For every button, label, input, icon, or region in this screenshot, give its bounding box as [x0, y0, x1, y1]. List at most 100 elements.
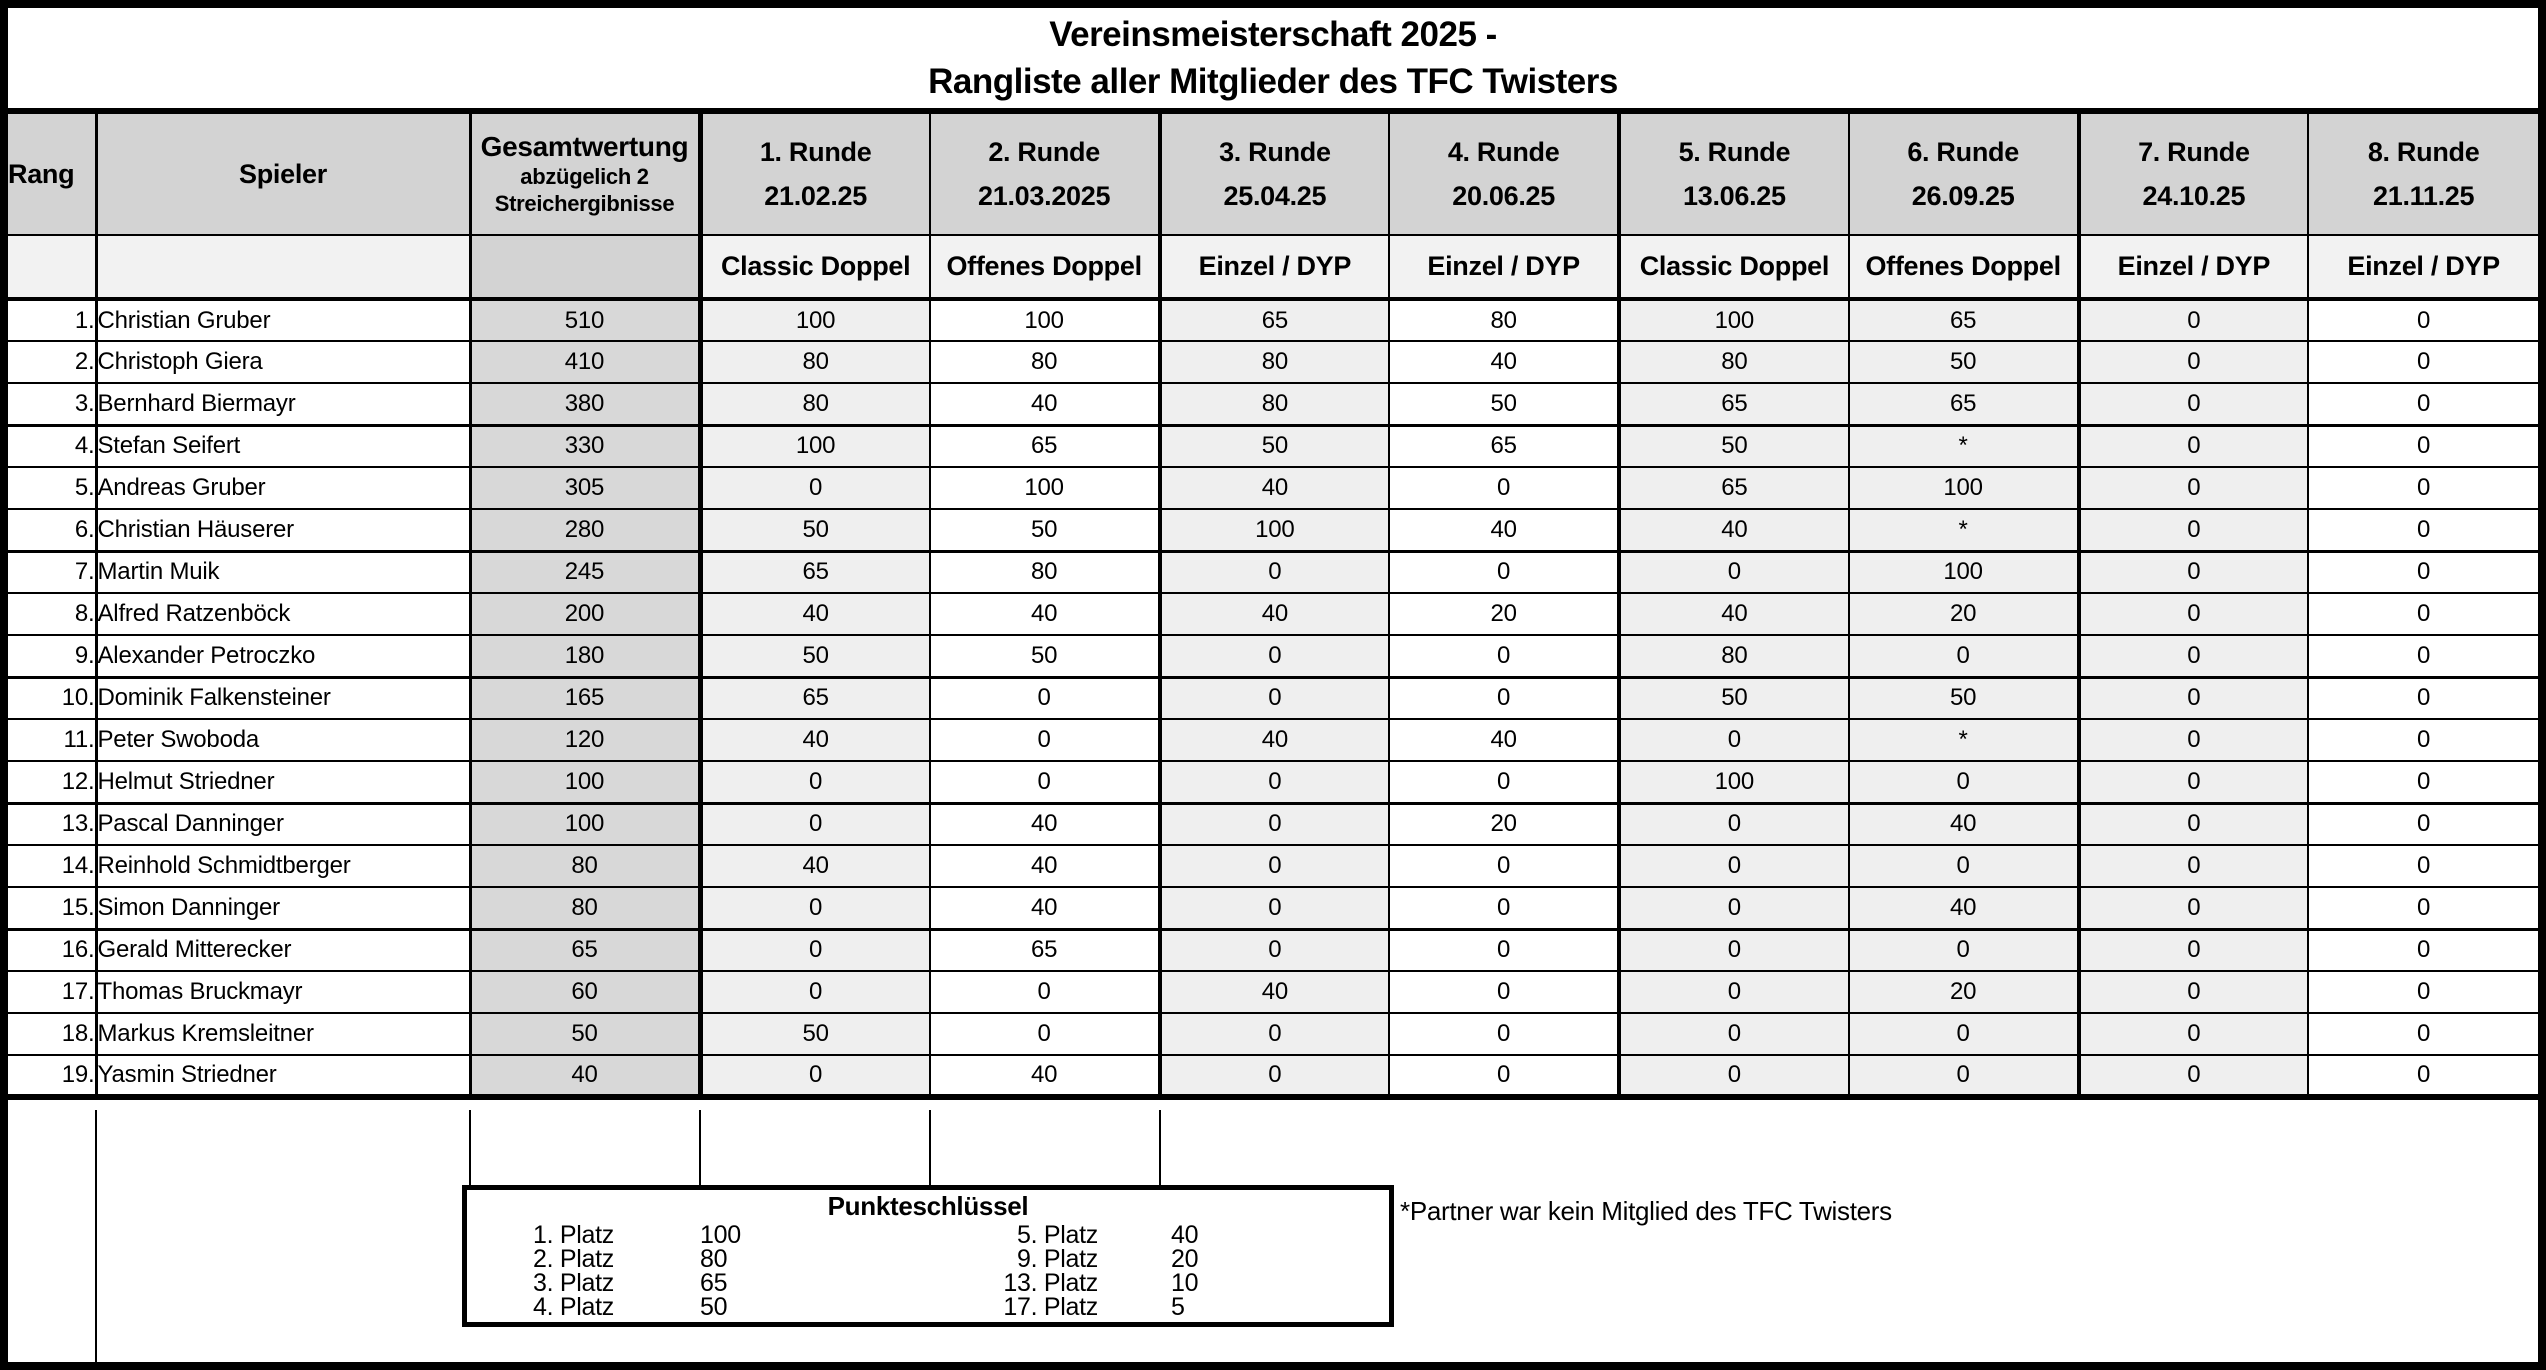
score-cell: 50: [699, 1012, 931, 1056]
score-cell: 0: [1157, 550, 1391, 594]
score-cell: 80: [928, 550, 1161, 594]
score-cell: 0: [2307, 928, 2538, 972]
score-cell: 40: [928, 592, 1161, 636]
total-score-cell: 100: [468, 802, 703, 846]
total-score-cell: 305: [468, 466, 703, 510]
table-row: 6. Christian Häuserer 280 50 50 100 40 40 * 0 0: [8, 508, 2538, 553]
ranking-table: Rang Spieler Gesamtwertung abzügelich 2 …: [8, 112, 2538, 1100]
score-cell: 65: [928, 928, 1161, 972]
score-cell: 0: [1847, 760, 2080, 805]
score-cell: 0: [1847, 928, 2080, 972]
score-cell: 0: [1157, 634, 1391, 679]
score-cell: 40: [699, 592, 931, 636]
score-cell: 0: [699, 466, 931, 510]
score-cell: 100: [1617, 760, 1850, 805]
table-row: 2. Christoph Giera 410 80 80 80 40 80 50 0 0: [8, 340, 2538, 384]
score-cell: 0: [2307, 298, 2538, 342]
score-cell: 0: [2076, 340, 2310, 384]
score-cell: 0: [2307, 382, 2538, 427]
score-cell: 50: [1847, 676, 2080, 720]
score-cell: 50: [928, 508, 1161, 553]
column-header-round: 5. Runde 13.06.25: [1617, 112, 1850, 236]
rank-cell: 14.: [8, 844, 97, 888]
score-cell: 80: [1617, 340, 1850, 384]
rank-cell: 4.: [8, 424, 97, 468]
points-key-points: 50: [700, 1293, 728, 1321]
points-key-place: 13. Platz: [1003, 1269, 1098, 1297]
column-header-round: 7. Runde 24.10.25: [2076, 112, 2310, 236]
score-cell: 0: [928, 760, 1161, 805]
score-cell: 0: [1388, 886, 1620, 931]
column-header-round: 2. Runde 21.03.2025: [928, 112, 1161, 236]
score-cell: 80: [1157, 382, 1391, 427]
score-cell: 0: [1157, 1054, 1391, 1100]
score-cell: 0: [2076, 676, 2310, 720]
score-cell: 100: [1617, 298, 1850, 342]
score-cell: 0: [1847, 1054, 2080, 1100]
rank-cell: 9.: [8, 634, 97, 679]
rank-cell: 13.: [8, 802, 97, 846]
gesamt-header-line2: abzügelich 2: [520, 164, 649, 189]
subheader-rang-blank: [8, 234, 97, 301]
score-cell: 0: [2076, 508, 2310, 553]
rank-cell: 8.: [8, 592, 97, 636]
score-cell: 65: [1847, 382, 2080, 427]
points-key-place: 3. Platz: [533, 1269, 614, 1297]
score-cell: 0: [2307, 970, 2538, 1014]
score-cell: 0: [1157, 886, 1391, 931]
score-cell: 80: [699, 340, 931, 384]
player-name-cell: Reinhold Schmidtberger: [94, 844, 471, 888]
score-cell: 40: [1388, 508, 1620, 553]
score-cell: 0: [1157, 802, 1391, 846]
score-cell: 40: [1157, 592, 1391, 636]
score-cell: 80: [1617, 634, 1850, 679]
score-cell: 0: [2076, 760, 2310, 805]
table-row: 12. Helmut Striedner 100 0 0 0 0 100 0 0 0: [8, 760, 2538, 805]
column-header-round: 3. Runde 25.04.25: [1157, 112, 1391, 236]
score-cell: 0: [2307, 424, 2538, 468]
score-cell: *: [1847, 718, 2080, 762]
score-cell: 100: [699, 298, 931, 342]
round-date: 13.06.25: [1683, 181, 1786, 211]
player-name-cell: Thomas Bruckmayr: [94, 970, 471, 1014]
rank-cell: 15.: [8, 886, 97, 931]
round-name: 3. Runde: [1219, 137, 1331, 167]
player-name-cell: Stefan Seifert: [94, 424, 471, 468]
score-cell: 0: [1388, 466, 1620, 510]
player-name-cell: Markus Kremsleitner: [94, 1012, 471, 1056]
player-name-cell: Yasmin Striedner: [94, 1054, 471, 1100]
discipline-header-row: Classic Doppel Offenes Doppel Einzel / DYP…: [8, 234, 2538, 301]
score-cell: 0: [2307, 760, 2538, 805]
round-name: 6. Runde: [1907, 137, 2019, 167]
score-cell: 0: [2307, 676, 2538, 720]
round-date: 21.03.2025: [978, 181, 1111, 211]
score-cell: 0: [1617, 970, 1850, 1014]
score-cell: 100: [1157, 508, 1391, 553]
discipline-header: Offenes Doppel: [1847, 234, 2080, 301]
score-cell: 65: [1388, 424, 1620, 468]
score-cell: 80: [928, 340, 1161, 384]
rank-cell: 1.: [8, 298, 97, 342]
score-cell: 100: [928, 298, 1161, 342]
table-row: 8. Alfred Ratzenböck 200 40 40 40 20 40 20 0 0: [8, 592, 2538, 636]
round-date: 21.02.25: [764, 181, 867, 211]
score-cell: 0: [1847, 844, 2080, 888]
score-cell: 0: [699, 760, 931, 805]
score-cell: 0: [2307, 634, 2538, 679]
score-cell: 0: [2076, 298, 2310, 342]
total-score-cell: 65: [468, 928, 703, 972]
score-cell: 0: [2076, 886, 2310, 931]
grid-line-gesamt-r1: [699, 1110, 701, 1187]
score-cell: 0: [2307, 550, 2538, 594]
score-cell: 50: [1847, 340, 2080, 384]
score-cell: 0: [1617, 928, 1850, 972]
points-key-points: 40: [1171, 1221, 1199, 1249]
score-cell: 0: [699, 928, 931, 972]
player-name-cell: Peter Swoboda: [94, 718, 471, 762]
score-cell: 0: [1617, 718, 1850, 762]
table-row: 7. Martin Muik 245 65 80 0 0 0 100 0 0: [8, 550, 2538, 594]
discipline-header: Einzel / DYP: [2076, 234, 2310, 301]
gesamt-header-line1: Gesamtwertung: [480, 131, 689, 162]
score-cell: 0: [2076, 592, 2310, 636]
